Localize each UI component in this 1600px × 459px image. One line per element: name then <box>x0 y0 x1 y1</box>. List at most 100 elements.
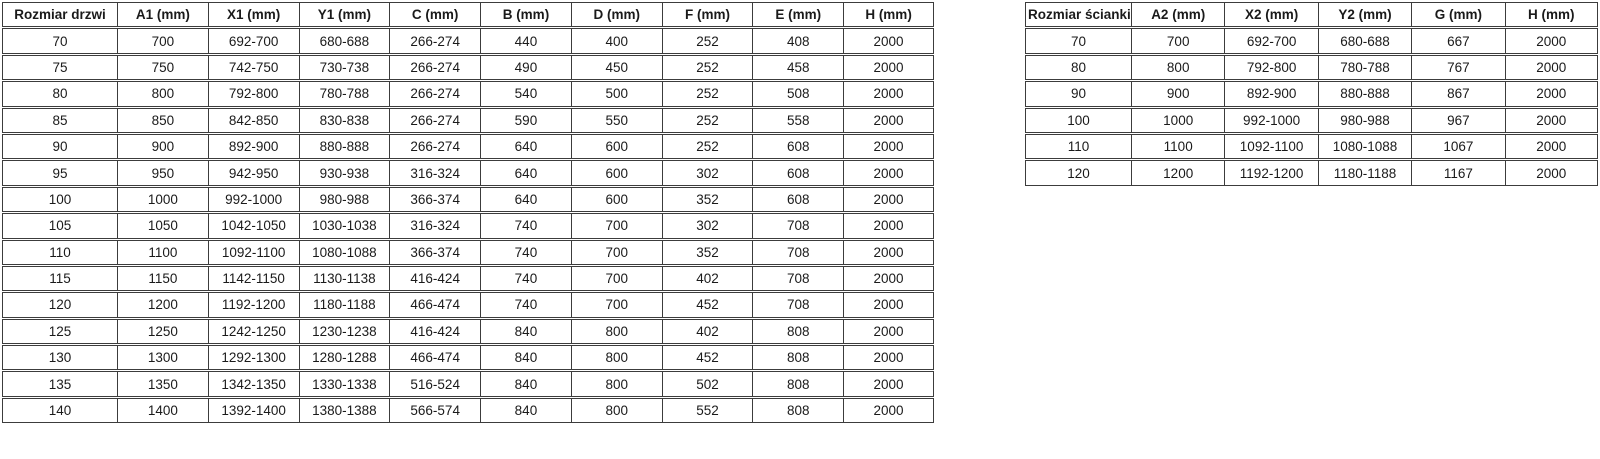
table-cell: 1130-1138 <box>298 265 390 292</box>
table-cell: 1050 <box>117 213 208 239</box>
table-cell: 75 <box>2 54 117 81</box>
table-cell: 700 <box>1131 28 1225 54</box>
table-cell: 2000 <box>843 239 934 265</box>
table-cell: 708 <box>752 213 844 239</box>
table-cell: 792-800 <box>1224 54 1318 81</box>
table-row: 90 900 892-900 880-888 867 2000 <box>1025 81 1598 107</box>
table-cell: 590 <box>480 107 571 133</box>
table-cell: 800 <box>570 345 662 371</box>
table-cell: 502 <box>661 371 753 397</box>
wall-panel-sizes-table: Rozmiar ścianki A2 (mm) X2 (mm) Y2 (mm) G (m… <box>1025 1 1598 187</box>
table-cell: 452 <box>661 345 753 371</box>
table-cell: 452 <box>661 292 753 318</box>
table-cell: 767 <box>1411 54 1505 81</box>
column-header: Y1 (mm) <box>298 2 390 28</box>
table-cell: 2000 <box>843 397 934 424</box>
table-row: 130 1300 1292-1300 1280-1288 466-474 840 800 45… <box>2 345 934 371</box>
table-cell: 692-700 <box>1224 28 1318 54</box>
table-cell: 1292-1300 <box>207 345 299 371</box>
table-cell: 2000 <box>843 318 934 345</box>
table-row: 135 1350 1342-1350 1330-1338 516-524 840 800 50… <box>2 371 934 397</box>
table-cell: 416-424 <box>389 265 481 292</box>
table-row: 115 1150 1142-1150 1130-1138 416-424 740 700 40… <box>2 265 934 292</box>
table-cell: 2000 <box>1504 81 1598 107</box>
table-cell: 566-574 <box>389 397 481 424</box>
column-header: X1 (mm) <box>207 2 299 28</box>
table-cell: 2000 <box>1504 160 1598 186</box>
table-cell: 130 <box>2 345 117 371</box>
table-row: 125 1250 1242-1250 1230-1238 416-424 840 800 40… <box>2 318 934 345</box>
table-row: 95 950 942-950 930-938 316-324 640 600 302 608 20… <box>2 160 934 186</box>
table-cell: 1330-1338 <box>298 371 390 397</box>
column-header: F (mm) <box>661 2 753 28</box>
table-row: 80 800 792-800 780-788 266-274 540 500 252 508 20… <box>2 81 934 107</box>
table-cell: 110 <box>1025 133 1131 160</box>
table-cell: 680-688 <box>1317 28 1412 54</box>
table-cell: 1100 <box>117 239 208 265</box>
table-cell: 800 <box>117 81 208 107</box>
table-row: 120 1200 1192-1200 1180-1188 466-474 740 700 45… <box>2 292 934 318</box>
table-cell: 867 <box>1411 81 1505 107</box>
door-sizes-table: Rozmiar drzwi A1 (mm) X1 (mm) Y1 (mm) C (mm)… <box>2 1 934 425</box>
table-cell: 1092-1100 <box>1224 133 1318 160</box>
table-cell: 608 <box>752 133 844 160</box>
column-header: E (mm) <box>752 2 844 28</box>
table-cell: 600 <box>570 133 662 160</box>
table-cell: 1280-1288 <box>298 345 390 371</box>
table-cell: 640 <box>480 186 571 213</box>
table-cell: 366-374 <box>389 239 481 265</box>
table-cell: 740 <box>480 265 571 292</box>
header-row: Rozmiar ścianki A2 (mm) X2 (mm) Y2 (mm) G (m… <box>1025 2 1598 28</box>
table-cell: 1242-1250 <box>207 318 299 345</box>
table-cell: 640 <box>480 133 571 160</box>
table-cell: 680-688 <box>298 28 390 54</box>
table-cell: 1342-1350 <box>207 371 299 397</box>
table-cell: 302 <box>661 213 753 239</box>
table-cell: 558 <box>752 107 844 133</box>
table-cell: 316-324 <box>389 160 481 186</box>
table-cell: 2000 <box>843 186 934 213</box>
table-cell: 808 <box>752 397 844 424</box>
table-cell: 2000 <box>843 28 934 54</box>
table-cell: 516-524 <box>389 371 481 397</box>
table-cell: 1092-1100 <box>207 239 299 265</box>
table-cell: 70 <box>1025 28 1131 54</box>
table-cell: 708 <box>752 265 844 292</box>
table-cell: 740 <box>480 239 571 265</box>
table-cell: 700 <box>570 292 662 318</box>
table-cell: 80 <box>2 81 117 107</box>
table-cell: 266-274 <box>389 54 481 81</box>
table-cell: 840 <box>480 318 571 345</box>
table-cell: 2000 <box>843 292 934 318</box>
table-cell: 2000 <box>843 265 934 292</box>
table-cell: 508 <box>752 81 844 107</box>
table-cell: 466-474 <box>389 292 481 318</box>
table-cell: 1180-1188 <box>298 292 390 318</box>
table-cell: 730-738 <box>298 54 390 81</box>
table-cell: 252 <box>661 28 753 54</box>
table-cell: 490 <box>480 54 571 81</box>
table-cell: 708 <box>752 239 844 265</box>
table-cell: 252 <box>661 107 753 133</box>
column-header: Y2 (mm) <box>1317 2 1412 28</box>
table-cell: 408 <box>752 28 844 54</box>
table-cell: 950 <box>117 160 208 186</box>
table-cell: 850 <box>117 107 208 133</box>
table-cell: 500 <box>570 81 662 107</box>
table-cell: 2000 <box>1504 28 1598 54</box>
table-cell: 640 <box>480 160 571 186</box>
table-cell: 2000 <box>1504 133 1598 160</box>
table-cell: 1000 <box>1131 107 1225 133</box>
table-row: 85 850 842-850 830-838 266-274 590 550 252 558 20… <box>2 107 934 133</box>
table-cell: 110 <box>2 239 117 265</box>
table-cell: 105 <box>2 213 117 239</box>
table-cell: 125 <box>2 318 117 345</box>
table-cell: 930-938 <box>298 160 390 186</box>
table-cell: 1392-1400 <box>207 397 299 424</box>
table-cell: 1180-1188 <box>1317 160 1412 186</box>
table-cell: 980-988 <box>298 186 390 213</box>
table-cell: 266-274 <box>389 107 481 133</box>
table-cell: 1192-1200 <box>207 292 299 318</box>
